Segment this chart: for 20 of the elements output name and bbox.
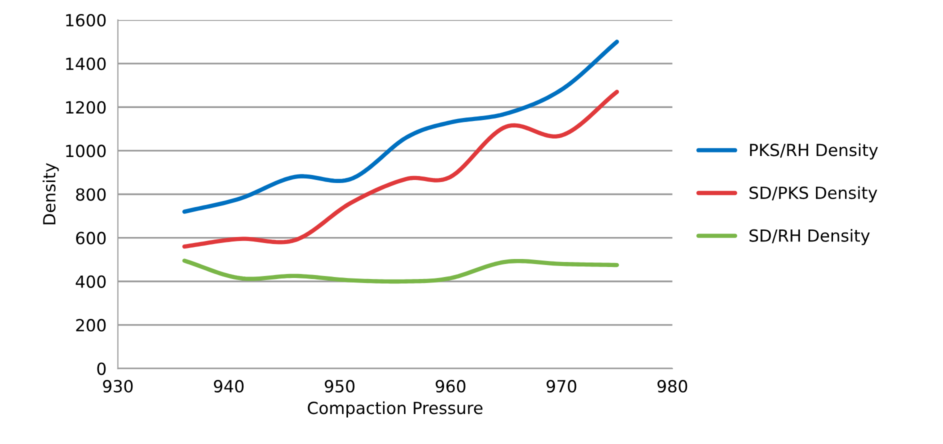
- x-tick-label: 950: [324, 380, 354, 393]
- legend-label: SD/RH Density: [750, 228, 870, 246]
- y-tick-label: 200: [76, 318, 106, 332]
- y-axis-title: Density: [42, 163, 59, 224]
- legend-label: SD/PKS Density: [750, 186, 878, 202]
- y-tick-label: 1400: [66, 58, 106, 70]
- y-tick-label: 1000: [66, 144, 106, 158]
- y-tick-label: 800: [76, 188, 106, 201]
- y-tick-label: 0: [97, 362, 106, 376]
- x-tick-label: 970: [546, 380, 576, 393]
- y-tick-label: 600: [76, 232, 106, 244]
- x-tick-label: 960: [436, 380, 466, 393]
- x-tick-label: 940: [214, 380, 244, 393]
- x-axis-title: Compaction Pressure: [308, 401, 482, 418]
- x-tick-label: 930: [103, 380, 133, 393]
- legend-label: PKS/RH Density: [750, 143, 878, 160]
- y-tick-label: 1200: [66, 101, 106, 114]
- y-tick-label: 400: [76, 275, 106, 288]
- y-tick-label: 1600: [66, 14, 106, 27]
- x-tick-label: 980: [658, 380, 688, 393]
